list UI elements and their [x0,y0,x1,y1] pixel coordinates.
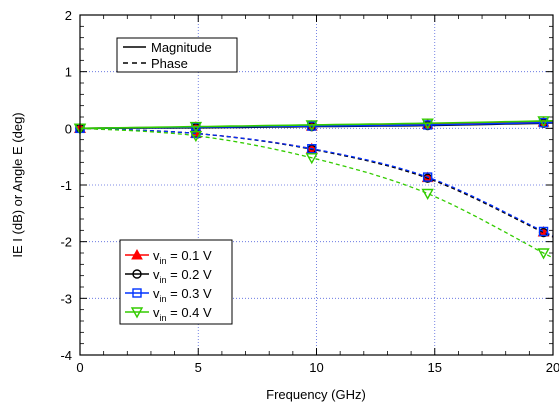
x-axis-label: Frequency (GHz) [266,387,366,402]
magnitude-point [305,120,318,132]
series-legend-label: vin = 0.3 V [153,286,212,304]
y-tick-label: -4 [60,348,72,363]
y-tick-label: -1 [60,178,72,193]
magnitude-line [79,120,554,130]
y-tick-label: 0 [65,121,72,136]
x-tick-label: 20 [546,360,559,375]
style-legend: Magnitude Phase [116,37,238,73]
series-legend-label: vin = 0.2 V [153,267,212,285]
phase-point [307,144,317,154]
series-legend-marker [132,269,142,279]
y-tick-label: 1 [65,65,72,80]
series-layer [73,116,554,260]
x-tick-label: 15 [428,360,442,375]
series-legend-label: vin = 0.4 V [153,305,212,323]
phase-point [305,153,318,165]
phase-line [79,127,554,259]
phase-point [537,248,550,260]
x-tick-label: 10 [309,360,323,375]
minor-ticks [80,15,553,355]
plot-frame [79,14,554,356]
y-axis-label: IE I (dB) or Angle E (deg) [10,112,25,257]
phase-point [421,188,434,200]
phase-point [538,226,549,237]
series-legend-marker [130,307,144,319]
series-legend-label: vin = 0.1 V [153,248,212,266]
tick-labels: 0 5 10 15 20 -4 -3 -2 -1 0 1 2 [60,8,559,375]
series-legend-marker [131,248,143,260]
style-legend-box [116,37,238,73]
y-tick-label: 2 [65,8,72,23]
style-legend-magnitude-label: Magnitude [151,40,212,55]
y-tick-label: -3 [60,291,72,306]
series-legend-marker [132,288,142,298]
phase-point [422,172,433,182]
x-tick-label: 0 [76,360,83,375]
magnitude-point [537,116,550,128]
x-tick-label: 5 [195,360,202,375]
magnitude-point [421,118,434,130]
style-legend-phase-label: Phase [151,56,188,71]
magnitude-point [189,121,203,134]
y-tick-label: -2 [60,235,72,250]
phase-line [79,127,554,237]
phase-point [189,130,203,143]
